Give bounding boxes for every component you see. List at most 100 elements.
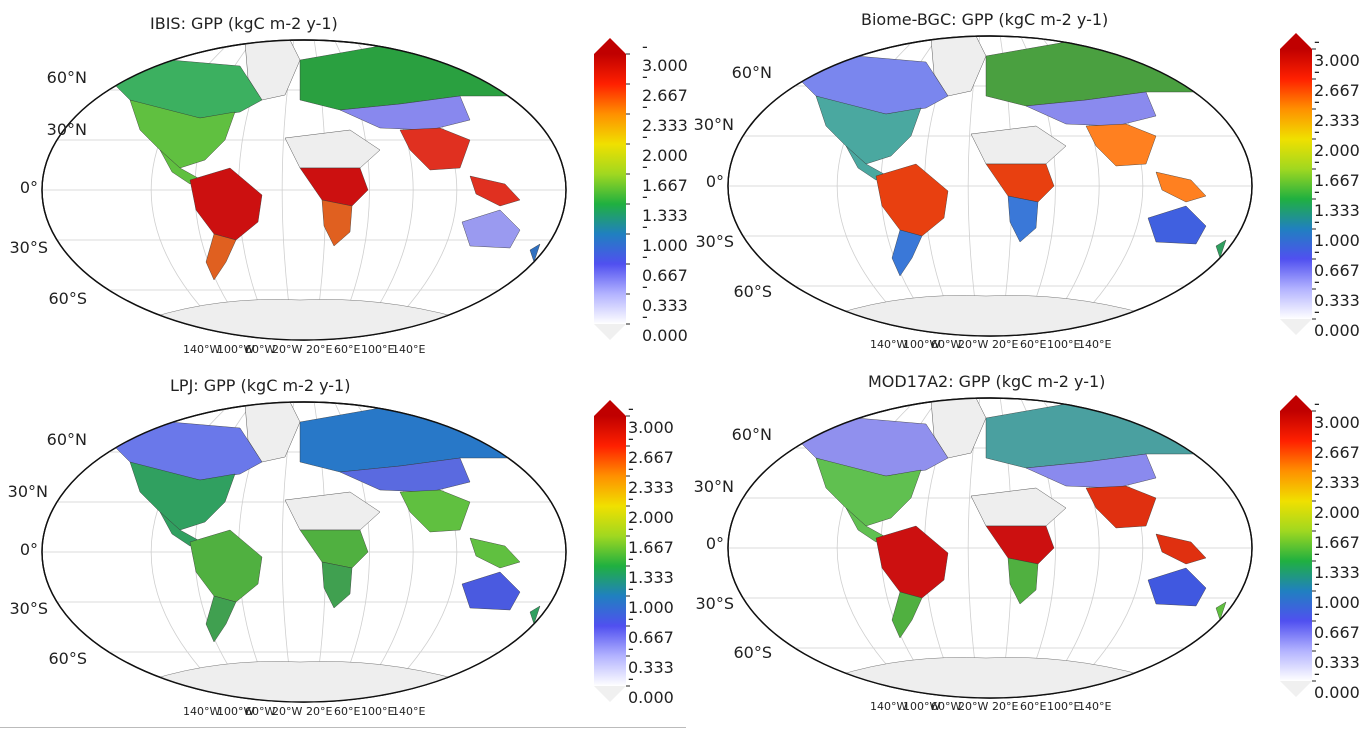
- land-north-america-temperate: [129, 99, 236, 169]
- colorbar-tick-label: - 0.667: [642, 247, 688, 285]
- colorbar-tick-label: - 1.333: [1314, 544, 1360, 582]
- colorbar-min-arrow: [1280, 681, 1312, 697]
- land-southeast-asia-islands: [469, 175, 521, 207]
- lon-label: 60°W: [931, 338, 962, 351]
- colorbar-min-arrow: [1280, 319, 1312, 335]
- lat-label-60s: 60°S: [733, 643, 772, 662]
- lat-label-60s: 60°S: [733, 282, 772, 301]
- land-eurasia-dry: [339, 457, 471, 493]
- colorbar-tick-label: - 1.000: [1314, 212, 1360, 250]
- lon-label: 100°E: [1047, 700, 1081, 713]
- land-sahara: [970, 487, 1067, 527]
- lon-label: 140°E: [1078, 338, 1112, 351]
- colorbar: [594, 38, 630, 340]
- lon-label: 60°E: [334, 705, 361, 718]
- lon-label: 140°E: [392, 343, 426, 356]
- land-africa-tropical: [299, 167, 369, 207]
- lon-label: 60°E: [334, 343, 361, 356]
- colorbar-tick-label: - 0.000: [1314, 302, 1360, 340]
- land-sahara: [284, 129, 381, 169]
- lat-label-60n: 60°N: [731, 63, 772, 82]
- lon-label: 140°E: [1078, 700, 1112, 713]
- panel-title: MOD17A2: GPP (kgC m-2 y-1): [868, 372, 1106, 391]
- panel-title: Biome-BGC: GPP (kgC m-2 y-1): [861, 10, 1109, 29]
- land-south-america-south: [891, 591, 923, 639]
- land-africa-south: [1007, 195, 1039, 243]
- colorbar-tick-label: - 1.333: [642, 187, 688, 225]
- map-frame-outline: [41, 39, 567, 341]
- land-africa-south: [321, 561, 353, 609]
- colorbar-tick-label: - 2.000: [1314, 122, 1360, 160]
- colorbar-ramp: [594, 416, 626, 686]
- lon-label: 20°W: [958, 338, 989, 351]
- land-australia: [461, 571, 521, 611]
- lat-label-30s: 30°S: [695, 232, 734, 251]
- colorbar-tick-label: - 1.000: [628, 579, 674, 617]
- lat-label-30n: 30°N: [693, 115, 734, 134]
- land-australia: [1147, 205, 1207, 245]
- land-eurasia-dry: [1025, 91, 1157, 127]
- lat-label-60n: 60°N: [731, 425, 772, 444]
- lon-label: 60°W: [245, 705, 276, 718]
- lon-label: 100°E: [361, 343, 395, 356]
- lon-label: 20°E: [992, 338, 1019, 351]
- land-new-zealand: [1215, 601, 1227, 621]
- map-frame-outline: [727, 397, 1253, 699]
- land-south-america-tropical: [189, 167, 263, 241]
- colorbar-max-arrow: [1280, 33, 1312, 49]
- lon-label: 140°W: [183, 705, 221, 718]
- colorbar-tick-label: - 2.667: [628, 429, 674, 467]
- colorbar-tick-label: - 0.000: [628, 669, 674, 707]
- lat-label-0: 0°: [19, 540, 38, 559]
- land-south-asia: [1085, 123, 1157, 167]
- lon-label: 100°E: [1047, 338, 1081, 351]
- lon-label: 140°W: [183, 343, 221, 356]
- colorbar-tick-label: - 1.667: [642, 157, 688, 195]
- land-africa-south: [1007, 557, 1039, 605]
- colorbar-tick-label: - 2.667: [1314, 62, 1360, 100]
- land-africa-tropical: [985, 525, 1055, 565]
- colorbar-tick-label: - 1.667: [628, 519, 674, 557]
- land-eurasia-dry: [1025, 453, 1157, 489]
- panel-title: IBIS: GPP (kgC m-2 y-1): [150, 14, 338, 33]
- colorbar-tick-label: - 3.000: [642, 37, 688, 75]
- lat-label-30s: 30°S: [9, 238, 48, 257]
- land-north-america-temperate: [815, 95, 922, 165]
- lat-label-60n: 60°N: [46, 430, 87, 449]
- land-southeast-asia-islands: [469, 537, 521, 569]
- lon-label: 60°W: [931, 700, 962, 713]
- map-frame-outline: [41, 401, 567, 703]
- land-south-america-tropical: [875, 163, 949, 237]
- map-mod17a2: [727, 397, 1253, 699]
- colorbar-tick-label: - 2.000: [642, 127, 688, 165]
- land-sahara: [284, 491, 381, 531]
- lon-label: 60°W: [245, 343, 276, 356]
- colorbar-tick-label: - 1.000: [1314, 574, 1360, 612]
- panel-title: LPJ: GPP (kgC m-2 y-1): [170, 376, 351, 395]
- colorbar-tick-label: - 1.667: [1314, 152, 1360, 190]
- colorbar-ramp: [1280, 49, 1312, 319]
- colorbar-tick-label: - 2.333: [628, 459, 674, 497]
- colorbar-min-arrow: [594, 324, 626, 340]
- colorbar-max-arrow: [1280, 395, 1312, 411]
- colorbar-tick-label: - 1.333: [1314, 182, 1360, 220]
- colorbar-tick-label: - 2.333: [1314, 92, 1360, 130]
- colorbar-tick-label: - 1.667: [1314, 514, 1360, 552]
- land-new-zealand: [529, 605, 541, 625]
- land-south-america-tropical: [189, 529, 263, 603]
- lat-label-60n: 60°N: [46, 68, 87, 87]
- lat-label-60s: 60°S: [48, 289, 87, 308]
- land-southeast-asia-islands: [1155, 171, 1207, 203]
- lat-label-30n: 30°N: [693, 477, 734, 496]
- land-africa-tropical: [299, 529, 369, 569]
- colorbar-tick-label: - 3.000: [1314, 394, 1360, 432]
- land-south-asia: [399, 489, 471, 533]
- land-south-america-south: [205, 233, 237, 281]
- colorbar-tick-label: - 2.333: [1314, 454, 1360, 492]
- colorbar-tick-label: - 2.000: [1314, 484, 1360, 522]
- colorbar-tick-label: - 0.000: [642, 307, 688, 345]
- colorbar-tick-label: - 0.333: [1314, 272, 1360, 310]
- land-antarctica: [149, 661, 461, 702]
- colorbar-ramp: [594, 54, 626, 324]
- land-australia: [461, 209, 521, 249]
